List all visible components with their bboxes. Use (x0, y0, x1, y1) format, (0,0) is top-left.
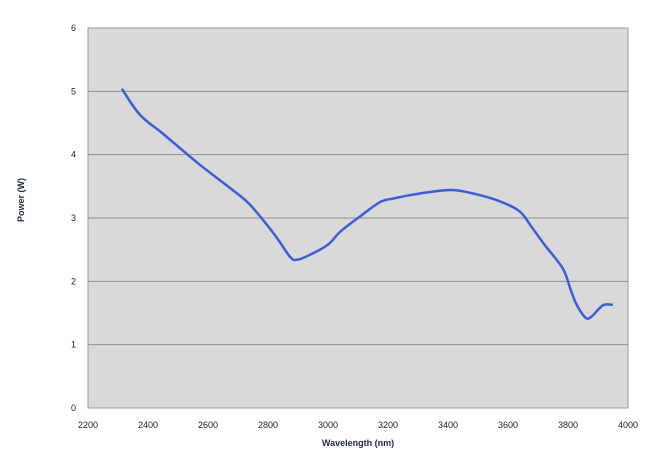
x-tick-label: 2200 (78, 420, 98, 430)
y-tick-label: 3 (71, 213, 76, 223)
x-tick-label: 2400 (138, 420, 158, 430)
x-tick-label: 3800 (558, 420, 578, 430)
power-series-line (120, 88, 614, 320)
x-tick-label: 3200 (378, 420, 398, 430)
y-tick-label: 1 (71, 340, 76, 350)
x-tick-label: 4000 (618, 420, 638, 430)
x-tick-label: 3400 (438, 420, 458, 430)
y-axis-label: Power (W) (16, 178, 26, 222)
y-tick-label: 2 (71, 276, 76, 286)
y-tick-label: 4 (71, 150, 76, 160)
y-tick-label: 6 (71, 23, 76, 33)
y-tick-label: 0 (71, 403, 76, 413)
x-tick-label: 3600 (498, 420, 518, 430)
x-axis-label: Wavelength (nm) (322, 438, 394, 448)
y-tick-label: 5 (71, 86, 76, 96)
x-tick-label: 2800 (258, 420, 278, 430)
x-tick-label: 3000 (318, 420, 338, 430)
x-tick-label: 2600 (198, 420, 218, 430)
